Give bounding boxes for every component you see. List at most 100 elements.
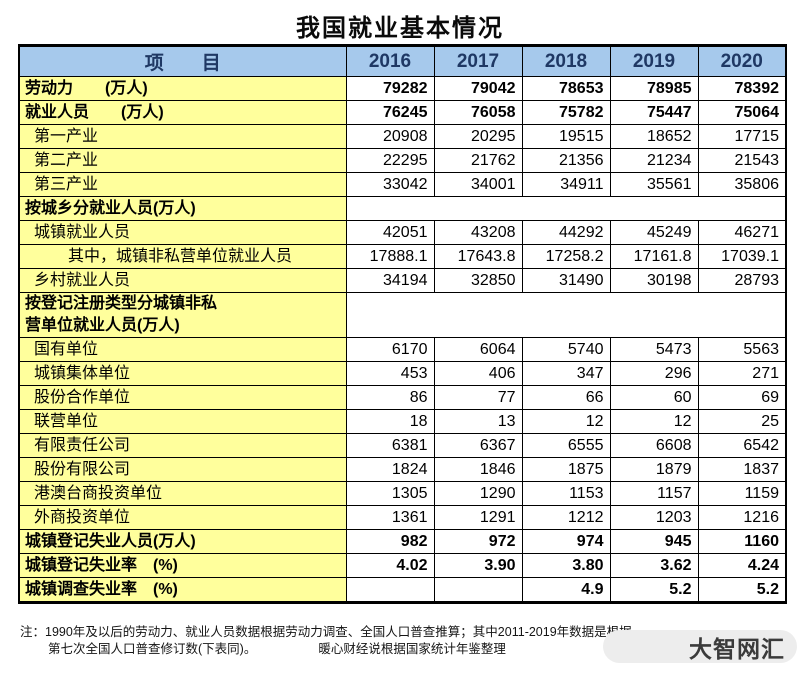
value-cell: 86: [345, 385, 435, 410]
value-cell: [433, 577, 523, 603]
value-cell: 1157: [609, 481, 699, 506]
value-cell: 347: [521, 361, 611, 386]
value-cell: 79042: [433, 76, 523, 101]
value-cell: 17715: [697, 124, 787, 149]
value-cell: 25: [697, 409, 787, 434]
value-cell: 5473: [609, 337, 699, 362]
header-year-2016: 2016: [345, 45, 435, 77]
table-row: 股份有限公司 1824 1846 1875 1879 1837: [18, 457, 787, 482]
row-label: 股份合作单位: [18, 385, 347, 410]
watermark-badge: 大智网汇: [603, 630, 797, 663]
row-label: 城镇登记失业人员(万人): [18, 529, 347, 554]
row-label: 第二产业: [18, 148, 347, 173]
value-cell: 1879: [609, 457, 699, 482]
row-label: 城镇调查失业率 (%): [18, 577, 347, 603]
row-label: 有限责任公司: [18, 433, 347, 458]
row-label: 其中，城镇非私营单位就业人员: [18, 244, 347, 269]
table-row: 城镇登记失业人员(万人) 982 972 974 945 1160: [18, 529, 787, 554]
value-cell: 982: [345, 529, 435, 554]
value-cell: 46271: [697, 220, 787, 245]
value-cell: 1216: [697, 505, 787, 530]
value-cell: 1212: [521, 505, 611, 530]
header-year-2020: 2020: [697, 45, 787, 77]
value-cell: 945: [609, 529, 699, 554]
value-cell: 34911: [521, 172, 611, 197]
value-cell: 6381: [345, 433, 435, 458]
table-row: 外商投资单位 1361 1291 1212 1203 1216: [18, 505, 787, 530]
section-row: 按登记注册类型分城镇非私 营单位就业人员(万人): [18, 292, 787, 338]
value-cell: 17643.8: [433, 244, 523, 269]
value-cell: 1290: [433, 481, 523, 506]
value-cell: 3.62: [609, 553, 699, 578]
value-cell: 4.24: [697, 553, 787, 578]
value-cell: 28793: [697, 268, 787, 293]
row-label: 乡村就业人员: [18, 268, 347, 293]
value-cell: 5740: [521, 337, 611, 362]
value-cell: 77: [433, 385, 523, 410]
row-label: 城镇集体单位: [18, 361, 347, 386]
table-row: 第二产业 22295 21762 21356 21234 21543: [18, 148, 787, 173]
header-year-2019: 2019: [609, 45, 699, 77]
table-row: 劳动力 (万人) 79282 79042 78653 78985 78392: [18, 76, 787, 101]
value-cell: 13: [433, 409, 523, 434]
value-cell: 972: [433, 529, 523, 554]
footnote-line1: 注：1990年及以后的劳动力、就业人员数据根据劳动力调查、全国人口普查推算；其中…: [20, 625, 632, 639]
value-cell: 1203: [609, 505, 699, 530]
value-cell: 19515: [521, 124, 611, 149]
value-cell: 20908: [345, 124, 435, 149]
value-cell: 5.2: [697, 577, 787, 603]
value-cell: 4.9: [521, 577, 611, 603]
value-cell: 69: [697, 385, 787, 410]
header-year-2018: 2018: [521, 45, 611, 77]
value-cell: 66: [521, 385, 611, 410]
value-cell: 21234: [609, 148, 699, 173]
row-label: 城镇就业人员: [18, 220, 347, 245]
row-label: 联营单位: [18, 409, 347, 434]
value-cell: 17161.8: [609, 244, 699, 269]
value-cell: 43208: [433, 220, 523, 245]
row-label: 第三产业: [18, 172, 347, 197]
value-cell: 20295: [433, 124, 523, 149]
value-cell: 78985: [609, 76, 699, 101]
value-cell: 45249: [609, 220, 699, 245]
row-label: 第一产业: [18, 124, 347, 149]
table-row: 国有单位 6170 6064 5740 5473 5563: [18, 337, 787, 362]
value-cell: 12: [609, 409, 699, 434]
value-cell: 3.90: [433, 553, 523, 578]
value-cell: 17888.1: [345, 244, 435, 269]
value-cell: 22295: [345, 148, 435, 173]
value-cell: 12: [521, 409, 611, 434]
value-cell: 1875: [521, 457, 611, 482]
value-cell: 6542: [697, 433, 787, 458]
table-row: 股份合作单位 86 77 66 60 69: [18, 385, 787, 410]
value-cell: 6608: [609, 433, 699, 458]
value-cell: 21356: [521, 148, 611, 173]
value-cell: 3.80: [521, 553, 611, 578]
value-cell: 5.2: [609, 577, 699, 603]
header-item-column: 项 目: [18, 45, 347, 77]
value-cell: 974: [521, 529, 611, 554]
value-cell: 6170: [345, 337, 435, 362]
row-label: 就业人员 (万人): [18, 100, 347, 125]
table-row: 乡村就业人员 34194 32850 31490 30198 28793: [18, 268, 787, 293]
value-cell: 6064: [433, 337, 523, 362]
section-empty-cell: [345, 196, 787, 221]
value-cell: 21762: [433, 148, 523, 173]
table-row: 港澳台商投资单位 1305 1290 1153 1157 1159: [18, 481, 787, 506]
table-row: 城镇就业人员 42051 43208 44292 45249 46271: [18, 220, 787, 245]
value-cell: 32850: [433, 268, 523, 293]
section-empty-cell: [345, 292, 787, 338]
row-label: 外商投资单位: [18, 505, 347, 530]
value-cell: 31490: [521, 268, 611, 293]
value-cell: 1305: [345, 481, 435, 506]
table-row: 城镇调查失业率 (%) 4.9 5.2 5.2: [18, 577, 787, 603]
value-cell: 1291: [433, 505, 523, 530]
value-cell: 21543: [697, 148, 787, 173]
table-row: 第一产业 20908 20295 19515 18652 17715: [18, 124, 787, 149]
table-row: 就业人员 (万人) 76245 76058 75782 75447 75064: [18, 100, 787, 125]
value-cell: 1846: [433, 457, 523, 482]
value-cell: 35806: [697, 172, 787, 197]
value-cell: 75447: [609, 100, 699, 125]
value-cell: 1361: [345, 505, 435, 530]
table-row: 城镇集体单位 453 406 347 296 271: [18, 361, 787, 386]
